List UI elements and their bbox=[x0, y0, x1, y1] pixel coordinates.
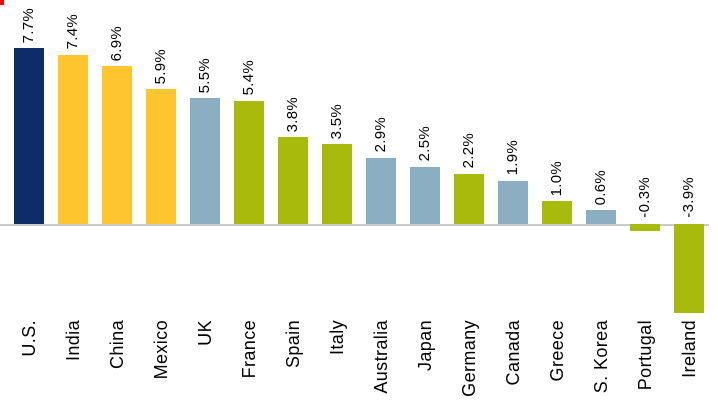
red-corner-mark bbox=[0, 0, 4, 5]
bar-ireland bbox=[673, 224, 704, 314]
bar-france bbox=[233, 100, 264, 224]
category-label-india: India bbox=[62, 320, 83, 362]
value-label-germany: 2.2% bbox=[459, 133, 477, 169]
value-label-china: 6.9% bbox=[107, 25, 125, 62]
value-label-spain: 3.8% bbox=[283, 96, 301, 133]
value-label-u-s: 7.7% bbox=[19, 7, 37, 44]
bar-australia bbox=[365, 157, 396, 224]
category-label-spain: Spain bbox=[282, 320, 303, 369]
category-label-australia: Australia bbox=[370, 320, 391, 394]
category-label-mexico: Mexico bbox=[150, 320, 171, 380]
category-label-italy: Italy bbox=[326, 320, 347, 356]
value-label-canada: 1.9% bbox=[503, 140, 521, 176]
value-label-italy: 3.5% bbox=[327, 103, 345, 140]
value-label-uk: 5.5% bbox=[195, 57, 213, 94]
category-label-japan: Japan bbox=[414, 320, 435, 372]
bar-japan bbox=[409, 166, 440, 224]
category-label-portugal: Portugal bbox=[634, 320, 655, 391]
bar-s-korea bbox=[585, 210, 616, 224]
bar-india bbox=[57, 54, 88, 224]
value-label-mexico: 5.9% bbox=[151, 48, 169, 85]
category-label-china: China bbox=[106, 320, 127, 370]
bar-canada bbox=[497, 180, 528, 224]
value-label-australia: 2.9% bbox=[371, 117, 389, 153]
bar-spain bbox=[277, 137, 308, 224]
category-label-greece: Greece bbox=[546, 320, 567, 382]
category-label-ireland: Ireland bbox=[678, 320, 699, 378]
bar-mexico bbox=[145, 89, 176, 224]
value-label-greece: 1.0% bbox=[547, 160, 565, 197]
category-label-uk: UK bbox=[194, 320, 215, 346]
value-label-france: 5.4% bbox=[239, 60, 257, 96]
category-label-s-korea: S. Korea bbox=[590, 320, 611, 394]
bar-portugal bbox=[629, 224, 660, 231]
bar-greece bbox=[541, 201, 572, 224]
value-label-ireland: -3.9% bbox=[679, 177, 697, 218]
bar-uk bbox=[189, 98, 220, 224]
x-axis-zero-line bbox=[0, 224, 709, 226]
category-label-u-s: U.S. bbox=[18, 320, 39, 357]
value-label-s-korea: 0.6% bbox=[591, 169, 609, 206]
category-label-france: France bbox=[238, 320, 259, 379]
bar-italy bbox=[321, 144, 352, 224]
category-label-canada: Canada bbox=[502, 320, 523, 386]
bar-u-s bbox=[13, 48, 44, 224]
value-label-india: 7.4% bbox=[63, 14, 81, 50]
value-label-japan: 2.5% bbox=[415, 126, 433, 162]
bar-china bbox=[101, 66, 132, 224]
category-label-germany: Germany bbox=[458, 320, 479, 397]
bar-germany bbox=[453, 173, 484, 224]
value-label-portugal: -0.3% bbox=[635, 177, 653, 218]
